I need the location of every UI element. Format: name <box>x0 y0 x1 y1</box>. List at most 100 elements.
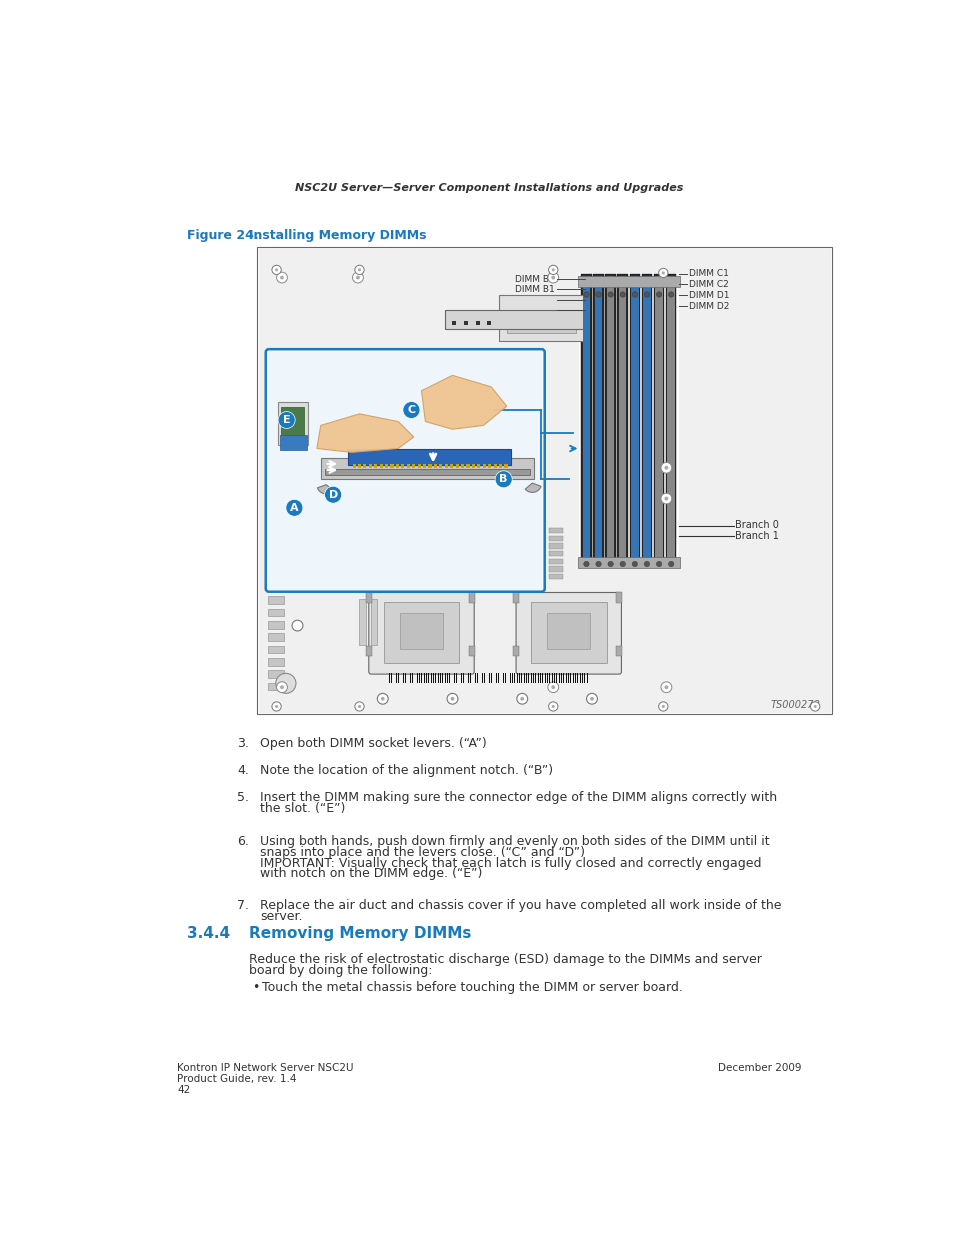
Bar <box>464 321 468 325</box>
Bar <box>655 275 662 564</box>
Bar <box>468 592 475 603</box>
Text: server.: server. <box>260 910 302 923</box>
Bar <box>641 274 652 567</box>
Wedge shape <box>525 483 540 493</box>
Circle shape <box>661 272 664 274</box>
Bar <box>406 464 410 468</box>
Bar <box>549 567 562 572</box>
Text: Touch the metal chassis before touching the DIMM or server board.: Touch the metal chassis before touching … <box>261 982 682 994</box>
Bar <box>258 248 830 713</box>
Bar <box>428 464 431 468</box>
Bar <box>653 274 663 567</box>
Text: Branch 1: Branch 1 <box>735 531 779 541</box>
Circle shape <box>660 462 671 473</box>
Circle shape <box>280 685 284 689</box>
Polygon shape <box>421 375 506 430</box>
Bar <box>629 274 639 567</box>
Bar <box>454 673 455 683</box>
Bar <box>616 646 621 656</box>
Bar <box>335 561 360 578</box>
Circle shape <box>619 561 625 567</box>
Bar <box>616 592 621 603</box>
Text: NSC2U Server—Server Component Installations and Upgrades: NSC2U Server—Server Component Installati… <box>294 183 682 193</box>
Circle shape <box>607 561 613 567</box>
Circle shape <box>357 268 360 272</box>
Circle shape <box>547 682 558 693</box>
Bar <box>422 464 426 468</box>
Text: C: C <box>407 405 416 415</box>
Bar <box>472 464 475 468</box>
Bar <box>475 673 476 683</box>
Text: •: • <box>253 982 259 994</box>
Circle shape <box>658 268 667 278</box>
Text: 5.: 5. <box>236 792 249 804</box>
Text: 3.4.4: 3.4.4 <box>187 926 230 941</box>
Circle shape <box>661 705 664 708</box>
Text: board by doing the following:: board by doing the following: <box>249 965 432 977</box>
Bar <box>286 550 328 562</box>
Circle shape <box>596 291 600 298</box>
Circle shape <box>632 291 637 298</box>
Bar <box>374 464 377 468</box>
Text: IMPORTANT: Visually check that each latch is fully closed and correctly engaged: IMPORTANT: Visually check that each latc… <box>260 857 761 869</box>
Circle shape <box>276 272 287 283</box>
Circle shape <box>586 693 597 704</box>
FancyBboxPatch shape <box>516 593 620 674</box>
Bar <box>487 321 491 325</box>
Bar <box>365 592 372 603</box>
Text: DIMM C2: DIMM C2 <box>688 280 728 289</box>
Bar <box>549 574 562 579</box>
Bar <box>397 673 399 683</box>
Text: 6.: 6. <box>236 835 249 848</box>
Bar <box>549 558 562 564</box>
Text: B: B <box>499 474 507 484</box>
Circle shape <box>286 499 303 516</box>
FancyBboxPatch shape <box>530 601 606 663</box>
Bar <box>631 275 638 564</box>
Bar <box>417 464 420 468</box>
Text: Insert the DIMM making sure the connector edge of the DIMM aligns correctly with: Insert the DIMM making sure the connecto… <box>260 792 777 804</box>
Text: DIMM D1: DIMM D1 <box>688 290 729 300</box>
Bar <box>578 275 679 287</box>
Bar <box>549 536 562 541</box>
Circle shape <box>357 705 360 708</box>
Bar <box>433 673 434 683</box>
Text: DIMM A2: DIMM A2 <box>515 295 555 304</box>
Circle shape <box>656 561 661 567</box>
Circle shape <box>548 701 558 711</box>
Circle shape <box>495 471 512 488</box>
Bar <box>353 464 355 468</box>
Bar <box>493 464 497 468</box>
Circle shape <box>607 291 613 298</box>
Bar <box>359 599 365 645</box>
Bar <box>586 673 587 683</box>
Circle shape <box>660 682 671 693</box>
Bar <box>399 613 443 650</box>
Bar <box>476 464 480 468</box>
Text: A: A <box>290 503 298 513</box>
Circle shape <box>447 693 457 704</box>
Bar <box>412 673 413 683</box>
Bar <box>606 275 614 564</box>
Bar <box>482 464 485 468</box>
Text: the slot. (“E”): the slot. (“E”) <box>260 802 345 815</box>
Circle shape <box>583 291 589 298</box>
Text: Note the location of the alignment notch. (“B”): Note the location of the alignment notch… <box>260 764 553 777</box>
Bar <box>582 275 590 564</box>
Circle shape <box>668 561 673 567</box>
Bar <box>642 275 650 564</box>
Text: Product Guide, rev. 1.4: Product Guide, rev. 1.4 <box>177 1073 296 1084</box>
Bar <box>572 673 573 683</box>
Circle shape <box>274 268 278 272</box>
Text: Installing Memory DIMMs: Installing Memory DIMMs <box>249 228 426 242</box>
Bar <box>549 527 562 534</box>
Bar <box>348 448 510 466</box>
Text: 42: 42 <box>177 1084 191 1094</box>
Circle shape <box>278 411 294 429</box>
Bar <box>502 673 503 683</box>
Circle shape <box>643 291 649 298</box>
Bar <box>434 464 436 468</box>
Bar <box>617 274 627 567</box>
Bar <box>401 464 404 468</box>
Bar <box>268 597 283 604</box>
